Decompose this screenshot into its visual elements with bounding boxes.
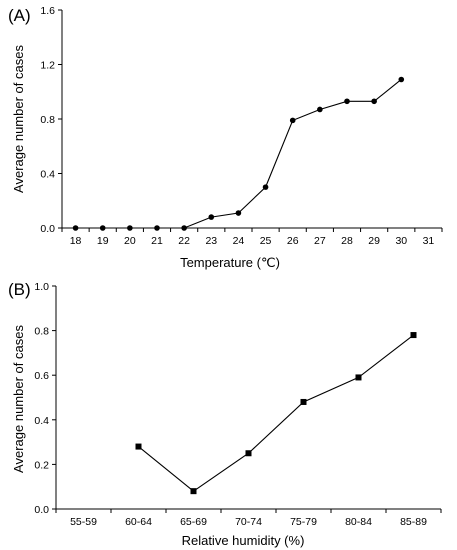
data-point-a [181, 225, 187, 231]
y-tick-label-b: 1.0 [34, 281, 49, 293]
y-tick-label-a: 1.6 [40, 5, 55, 17]
x-tick-label-a: 24 [233, 235, 245, 247]
x-axis-title-a: Temperature (℃) [180, 255, 280, 270]
data-point-a [262, 184, 269, 190]
data-point-a [72, 225, 79, 231]
data-point-a [154, 225, 160, 231]
plot-area-a: 0.0 0.4 0.8 1.2 1.6 18 19 20 21 22 23 24 25 26 27 28 29 3… [40, 5, 443, 247]
y-tick-label-a: 0.0 [40, 223, 55, 235]
x-tick-label-b: 60-64 [125, 516, 152, 528]
data-point-b [245, 450, 252, 457]
x-tick-label-a: 30 [395, 235, 407, 247]
chart-a: (A) Average number of cases Temperature … [8, 5, 443, 270]
y-tick-label-a: 1.2 [40, 60, 55, 72]
x-tick-label-a: 19 [97, 235, 109, 247]
data-point-a [235, 210, 242, 216]
x-tick-label-b: 55-59 [70, 516, 97, 528]
data-point-b [300, 398, 307, 405]
x-tick-label-b: 85-89 [400, 516, 427, 528]
x-tick-label-a: 27 [314, 235, 326, 247]
data-point-a [289, 117, 296, 124]
chart-b: (B) Average number of cases Relative hum… [8, 280, 442, 548]
data-point-a [317, 106, 323, 113]
panel-label-a: (A) [8, 6, 31, 25]
x-tick-label-b: 80-84 [345, 516, 372, 528]
data-point-a [398, 76, 405, 83]
data-point-a [344, 98, 350, 105]
x-tick-label-a: 18 [70, 235, 82, 247]
x-tick-label-a: 23 [205, 235, 217, 247]
plot-area-b: 0.0 0.2 0.4 0.6 0.8 1.0 55-59 60-64 65-69 70-74 75… [34, 281, 442, 528]
y-tick-label-b: 0.2 [34, 459, 49, 471]
x-axis-title-b: Relative humidity (%) [182, 533, 305, 548]
x-tick-label-a: 29 [368, 235, 380, 247]
x-tick-label-a: 22 [178, 235, 190, 247]
panel-label-b: (B) [8, 280, 31, 299]
x-tick-label-a: 20 [124, 235, 136, 247]
data-point-a [208, 214, 215, 220]
y-tick-label-b: 0.8 [34, 326, 49, 338]
data-point-b [135, 443, 142, 450]
x-tick-label-a: 26 [287, 235, 299, 247]
y-tick-label-a: 0.4 [40, 169, 55, 181]
data-point-b [355, 374, 362, 381]
series-line-b [138, 334, 414, 492]
series-line-a [75, 79, 402, 229]
x-tick-label-a: 21 [151, 235, 163, 247]
data-point-a [127, 225, 133, 231]
y-tick-label-b: 0.4 [34, 415, 49, 427]
data-point-a [99, 225, 106, 231]
data-point-b [410, 332, 417, 339]
data-point-b [190, 488, 197, 495]
y-tick-label-b: 0.0 [34, 504, 49, 516]
x-tick-label-a: 25 [260, 235, 272, 247]
x-tick-label-a: 28 [341, 235, 353, 247]
y-tick-label-b: 0.6 [34, 370, 49, 382]
x-tick-label-a: 31 [423, 235, 435, 247]
x-tick-label-b: 65-69 [180, 516, 207, 528]
y-tick-label-a: 0.8 [40, 114, 55, 126]
y-axis-title-a: Average number of cases [11, 45, 26, 193]
x-tick-label-b: 70-74 [235, 516, 262, 528]
data-point-a [371, 98, 377, 105]
x-tick-label-b: 75-79 [290, 516, 317, 528]
y-axis-title-b: Average number of cases [11, 325, 26, 473]
